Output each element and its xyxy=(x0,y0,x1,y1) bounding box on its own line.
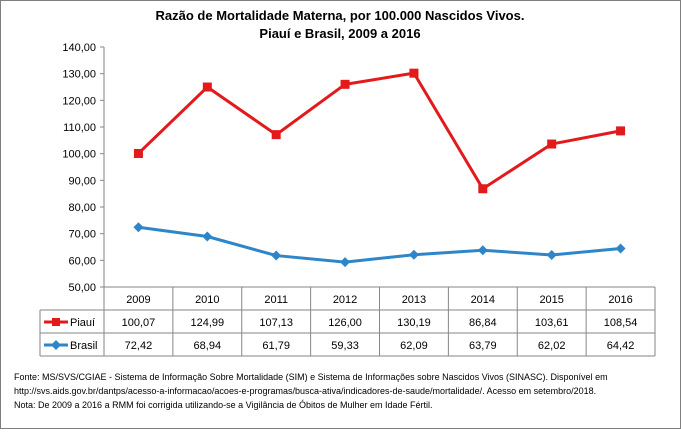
data-point xyxy=(202,231,213,242)
data-label: 124,99 xyxy=(190,317,224,329)
legend-marker-square xyxy=(52,318,60,326)
y-tick-label: 130,00 xyxy=(62,69,96,81)
data-label: 62,09 xyxy=(400,340,428,352)
data-point xyxy=(271,130,281,140)
chart-title: Razão de Mortalidade Materna, por 100.00… xyxy=(156,8,525,23)
data-label: 61,79 xyxy=(262,340,290,352)
data-point xyxy=(271,250,282,261)
data-point xyxy=(340,79,350,89)
y-tick-label: 110,00 xyxy=(63,122,96,134)
data-label: 64,42 xyxy=(607,340,635,352)
x-tick-label: 2015 xyxy=(539,294,563,306)
y-tick-label: 70,00 xyxy=(68,229,96,241)
x-tick-label: 2009 xyxy=(126,294,150,306)
x-tick-label: 2014 xyxy=(471,294,495,306)
legend-marker-diamond xyxy=(51,340,61,350)
data-point xyxy=(133,222,144,233)
data-point xyxy=(408,249,419,260)
data-label: 100,07 xyxy=(122,317,156,329)
data-point xyxy=(478,184,488,194)
y-tick-label: 100,00 xyxy=(62,149,96,161)
data-label: 126,00 xyxy=(328,317,362,329)
data-label: 72,42 xyxy=(125,340,153,352)
data-label: 108,54 xyxy=(604,317,638,329)
data-label: 62,02 xyxy=(538,340,566,352)
footer: Fonte: MS/SVS/CGIAE - Sistema de Informa… xyxy=(14,370,608,412)
data-point xyxy=(409,68,419,78)
legend-label: Brasil xyxy=(70,340,98,352)
series-line-piauí xyxy=(137,71,621,191)
chart-subtitle: Piauí e Brasil, 2009 a 2016 xyxy=(259,26,420,41)
x-tick-label: 2010 xyxy=(195,294,219,306)
x-tick-label: 2011 xyxy=(264,294,288,306)
footer-note: Nota: De 2009 a 2016 a RMM foi corrigida… xyxy=(14,400,433,410)
data-point xyxy=(615,243,626,254)
data-label: 63,79 xyxy=(469,340,497,352)
data-point xyxy=(477,245,488,256)
data-point xyxy=(616,126,626,136)
footer-url: http://svs.aids.gov.br/dantps/acesso-a-i… xyxy=(14,386,597,396)
data-point xyxy=(202,82,212,92)
data-label: 107,13 xyxy=(259,317,293,329)
data-label: 130,19 xyxy=(397,317,431,329)
series-line-brasil xyxy=(138,225,621,264)
y-tick-label: 60,00 xyxy=(68,255,96,267)
y-tick-label: 80,00 xyxy=(68,202,96,214)
x-tick-label: 2012 xyxy=(333,294,357,306)
y-tick-label: 120,00 xyxy=(62,95,96,107)
footer-source: Fonte: MS/SVS/CGIAE - Sistema de Informa… xyxy=(14,372,608,382)
x-tick-label: 2013 xyxy=(402,294,426,306)
y-tick-label: 90,00 xyxy=(68,175,96,187)
data-label: 68,94 xyxy=(194,340,222,352)
data-point xyxy=(340,257,351,268)
x-tick-label: 2016 xyxy=(608,294,632,306)
data-label: 103,61 xyxy=(535,317,569,329)
y-tick-label: 140,00 xyxy=(62,42,96,54)
data-point xyxy=(133,148,143,158)
data-point xyxy=(546,249,557,260)
data-label: 59,33 xyxy=(331,340,359,352)
data-label: 86,84 xyxy=(469,317,497,329)
legend-label: Piauí xyxy=(70,317,95,329)
data-point xyxy=(547,139,557,149)
y-tick-label: 50,00 xyxy=(68,282,96,294)
